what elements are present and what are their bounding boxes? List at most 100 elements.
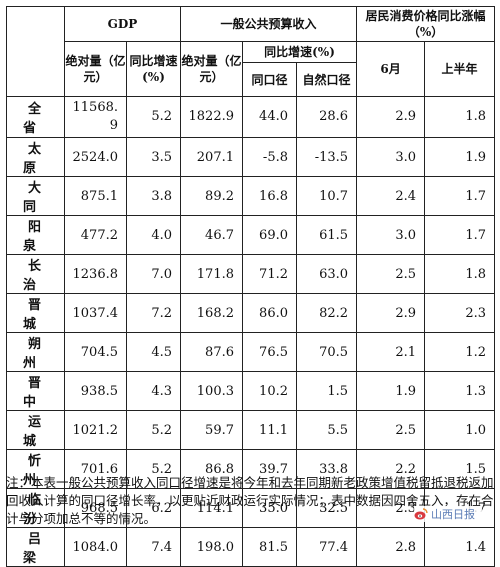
cpi-june-cell: 2.8 xyxy=(356,527,426,567)
budget-same-cell: -5.8 xyxy=(242,137,297,177)
header-gdp-growth: 同比增速(%) xyxy=(126,41,181,97)
cpi-june-cell: 3.0 xyxy=(356,215,426,255)
budget-natural-cell: 61.5 xyxy=(295,215,358,255)
budget-abs-cell: 89.2 xyxy=(180,176,243,216)
gdp-abs-cell: 1084.0 xyxy=(64,527,127,567)
gdp-growth-cell: 7.4 xyxy=(126,527,181,567)
budget-natural-cell: 77.4 xyxy=(295,527,358,567)
gdp-abs-cell: 704.5 xyxy=(64,332,127,372)
cpi-half-cell: 1.7 xyxy=(424,176,496,216)
budget-same-cell: 10.2 xyxy=(242,371,297,411)
budget-same-cell: 76.5 xyxy=(242,332,297,372)
header-corner xyxy=(6,6,65,97)
region-name-cell: 吕梁 xyxy=(6,527,65,567)
region-name-cell: 阳泉 xyxy=(6,215,65,255)
gdp-abs-cell: 938.5 xyxy=(64,371,127,411)
gdp-abs-cell: 1236.8 xyxy=(64,254,127,294)
gdp-growth-cell: 5.2 xyxy=(126,410,181,450)
footnote: 注：本表一般公共预算收入同口径增速是将今年和去年同期新老政策增值税留抵退税返加回… xyxy=(6,475,494,526)
gdp-growth-cell: 4.5 xyxy=(126,332,181,372)
data-table: GDP 一般公共预算收入 居民消费价格同比涨幅（%） 绝对量（亿元） 同比增速(… xyxy=(6,6,496,567)
header-cpi-half: 上半年 xyxy=(424,41,496,97)
budget-natural-cell: 70.5 xyxy=(295,332,358,372)
table-row: 晋城 1037.4 7.2 168.2 86.0 82.2 2.9 2.3 xyxy=(6,293,496,333)
region-name-cell: 大同 xyxy=(6,176,65,216)
budget-abs-cell: 207.1 xyxy=(180,137,243,177)
budget-natural-cell: 1.5 xyxy=(295,371,358,411)
header-budget: 一般公共预算收入 xyxy=(179,6,358,42)
region-name-cell: 晋城 xyxy=(6,293,65,333)
gdp-growth-cell: 3.5 xyxy=(126,137,181,177)
cpi-half-cell: 1.3 xyxy=(424,371,496,411)
table-row: 运城 1021.2 5.2 59.7 11.1 5.5 2.5 1.0 xyxy=(6,410,496,450)
header-row-1: GDP 一般公共预算收入 居民消费价格同比涨幅（%） xyxy=(6,6,496,97)
table-row: 阳泉 477.2 4.0 46.7 69.0 61.5 3.0 1.7 xyxy=(6,215,496,255)
table-row: 太原 2524.0 3.5 207.1 -5.8 -13.5 3.0 1.9 xyxy=(6,137,496,177)
header-row-2: 绝对量（亿元） 同比增速(%) 绝对量（亿元） 同比增速(%) 6月 上半年 xyxy=(7,41,496,97)
budget-same-cell: 69.0 xyxy=(242,215,297,255)
cpi-half-cell: 1.2 xyxy=(424,332,496,372)
header-budget-natural: 自然口径 xyxy=(295,62,358,97)
header-cpi: 居民消费价格同比涨幅（%） xyxy=(356,6,496,42)
region-name-cell: 晋中 xyxy=(6,371,65,411)
cpi-june-cell: 2.5 xyxy=(356,254,426,294)
cpi-june-cell: 2.9 xyxy=(356,96,426,138)
budget-abs-cell: 1822.9 xyxy=(180,96,243,138)
table-row: 朔州 704.5 4.5 87.6 76.5 70.5 2.1 1.2 xyxy=(6,332,496,372)
budget-same-cell: 11.1 xyxy=(242,410,297,450)
gdp-abs-cell-value: 11568.9 xyxy=(72,100,119,133)
cpi-june-cell: 2.3 xyxy=(356,488,426,528)
budget-abs-cell: 198.0 xyxy=(180,527,243,567)
budget-same-cell: 44.0 xyxy=(242,96,297,138)
budget-natural-cell: 63.0 xyxy=(295,254,358,294)
gdp-abs-cell: 11568.9 xyxy=(64,96,127,138)
budget-natural-cell: 82.2 xyxy=(295,293,358,333)
budget-abs-cell-value: 1822.9 xyxy=(188,109,235,124)
cpi-june-cell: 2.5 xyxy=(356,410,426,450)
cpi-half-cell: 1.0 xyxy=(424,410,496,450)
budget-abs-cell: 59.7 xyxy=(180,410,243,450)
cpi-june-cell: 2.4 xyxy=(356,176,426,216)
gdp-abs-cell: 477.2 xyxy=(64,215,127,255)
cpi-half-cell: 1.7 xyxy=(424,215,496,255)
region-name-cell: 太原 xyxy=(6,137,65,177)
header-budget-same: 同口径 xyxy=(242,62,297,97)
budget-abs-cell: 87.6 xyxy=(180,332,243,372)
gdp-growth-cell: 4.0 xyxy=(126,215,181,255)
gdp-growth-cell: 5.2 xyxy=(126,449,181,489)
table-row: 晋中 938.5 4.3 100.3 10.2 1.5 1.9 1.3 xyxy=(6,371,496,411)
gdp-growth-cell: 3.8 xyxy=(126,176,181,216)
gdp-growth-cell: 7.0 xyxy=(126,254,181,294)
gdp-growth-cell: 7.2 xyxy=(126,293,181,333)
region-name-cell: 临汾 xyxy=(6,488,65,528)
table-row: 长治 1236.8 7.0 171.8 71.2 63.0 2.5 1.8 xyxy=(6,254,496,294)
table-row: 全省 11568.9 5.2 1822.9 44.0 28.6 2.9 1.8 xyxy=(6,96,496,138)
budget-same-cell: 16.8 xyxy=(242,176,297,216)
budget-same-cell: 35.0 xyxy=(242,488,297,528)
budget-natural-cell: -13.5 xyxy=(295,137,358,177)
region-name-cell: 长治 xyxy=(6,254,65,294)
gdp-growth-cell: 5.2 xyxy=(126,96,181,138)
budget-abs-cell: 171.8 xyxy=(180,254,243,294)
header-budget-abs: 绝对量（亿元） xyxy=(180,41,243,97)
budget-same-cell: 81.5 xyxy=(242,527,297,567)
table-row: 吕梁 1084.0 7.4 198.0 81.5 77.4 2.8 1.4 xyxy=(6,527,496,567)
gdp-growth-cell: 4.3 xyxy=(126,371,181,411)
region-name-cell: 运城 xyxy=(6,410,65,450)
budget-abs-cell: 100.3 xyxy=(180,371,243,411)
budget-natural-cell: 32.5 xyxy=(295,488,358,528)
budget-abs-cell: 86.8 xyxy=(180,449,243,489)
header-cpi-june: 6月 xyxy=(356,41,426,97)
cpi-june-cell: 3.0 xyxy=(356,137,426,177)
watermark-label: 山西日报 xyxy=(431,508,475,521)
table-row: 大同 875.1 3.8 89.2 16.8 10.7 2.4 1.7 xyxy=(6,176,496,216)
budget-same-cell: 86.0 xyxy=(242,293,297,333)
header-gdp-abs: 绝对量（亿元） xyxy=(64,41,127,97)
weibo-logo-icon xyxy=(414,508,428,520)
header-budget-growth: 同比增速(%) xyxy=(241,41,358,63)
budget-natural-cell: 5.5 xyxy=(295,410,358,450)
gdp-abs-cell: 2524.0 xyxy=(64,137,127,177)
budget-natural-cell: 10.7 xyxy=(295,176,358,216)
cpi-half-cell: 1.4 xyxy=(424,527,496,567)
